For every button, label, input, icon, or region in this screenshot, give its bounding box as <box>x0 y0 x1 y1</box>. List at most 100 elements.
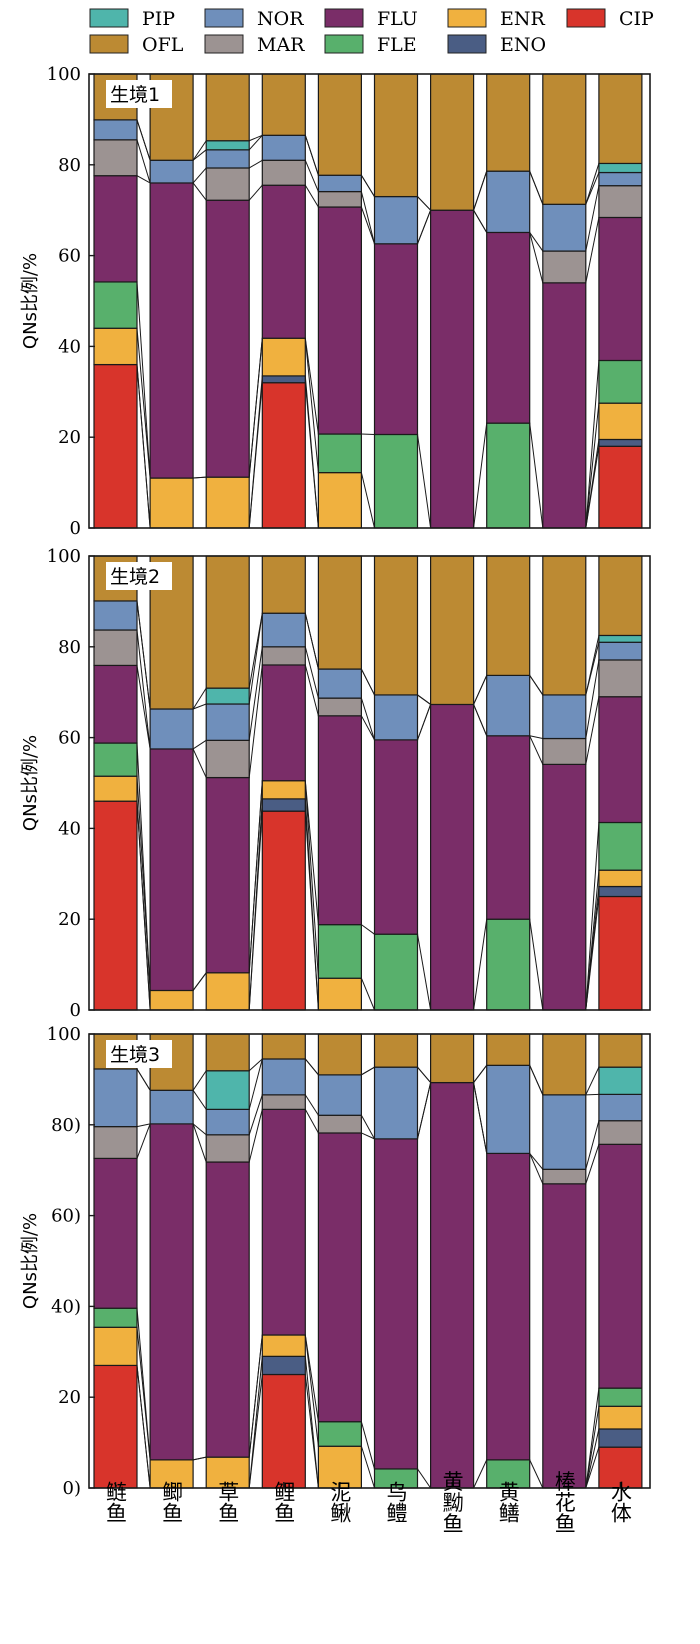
bar-segment-mar <box>93 1126 138 1159</box>
connector-line <box>193 476 207 479</box>
bar-segment-enr <box>149 989 194 1011</box>
bar-segment-flu <box>93 1157 138 1309</box>
connector-line <box>585 1388 600 1489</box>
connector-line <box>248 613 263 689</box>
bar-segment-enr <box>598 1405 643 1430</box>
bar-segment-nor <box>93 1068 138 1128</box>
connector-line <box>529 1153 544 1185</box>
connector-line <box>585 1446 600 1489</box>
connector-line <box>136 743 151 991</box>
connector-line <box>248 134 263 151</box>
bar-segment-mar <box>261 159 306 186</box>
bar-segment-nor <box>93 600 138 631</box>
x-category-label: 水体 <box>608 1481 632 1523</box>
connector-line <box>585 822 600 1011</box>
connector-line <box>304 1334 319 1447</box>
bar-segment-ofl <box>205 73 250 142</box>
connector-line <box>192 739 207 750</box>
bar-segment-enr <box>317 472 362 529</box>
connector-line <box>529 232 544 283</box>
bar-segment-enr <box>317 977 362 1011</box>
bar-segment-nor <box>317 1074 362 1116</box>
legend-label-enr: ENR <box>500 8 545 30</box>
bar-segment-nor <box>205 149 250 169</box>
bar-segment-nor <box>598 171 643 187</box>
bar-segment-enr <box>261 1334 306 1357</box>
bar-segment-mar <box>542 250 587 284</box>
bar-segment-fle <box>93 742 138 777</box>
x-category-label: 草鱼 <box>216 1481 240 1523</box>
y-tick-label: 40 <box>58 336 81 357</box>
bar-segment-ofl <box>430 555 475 706</box>
connector-line <box>304 135 319 176</box>
bar-segment-ofl <box>373 73 419 198</box>
bar-segment-nor <box>486 1064 531 1155</box>
connector-line <box>417 704 432 741</box>
bar-segment-flu <box>149 1123 194 1461</box>
legend-label-eno: ENO <box>500 34 546 56</box>
connector-line <box>192 972 207 991</box>
bar-segment-eno <box>261 375 306 384</box>
bar-segment-fle <box>317 1421 362 1447</box>
bar-segment-eno <box>598 438 643 447</box>
connector-line <box>304 1109 319 1134</box>
bar-segment-fle <box>598 1387 643 1407</box>
bar-segment-flu <box>317 715 362 926</box>
connector-line <box>304 338 319 473</box>
connector-line <box>473 1459 488 1489</box>
connector-line <box>417 210 432 244</box>
bar-segment-nor <box>317 668 362 699</box>
connector-line <box>248 1094 263 1135</box>
bar-segment-enr <box>93 775 138 802</box>
connector-line <box>304 780 319 925</box>
bar-segment-fle <box>486 918 531 1011</box>
bar-segment-cip <box>598 445 643 529</box>
bar-segment-cip <box>261 382 306 529</box>
connector-line <box>473 704 488 736</box>
connector-line <box>136 175 151 184</box>
connector-line <box>248 1356 263 1489</box>
bar-segment-fle <box>373 433 419 529</box>
bar-segment-pip <box>205 687 250 705</box>
connector-line <box>248 184 263 201</box>
connector-line <box>136 665 151 750</box>
panel-1: 0 20 40 60 80 100 QNs比例/% 生境1 <box>20 64 651 539</box>
connector-line <box>585 163 600 205</box>
bar-segment-flu <box>261 664 306 782</box>
bar-segment-flu <box>598 696 643 824</box>
legend-label-nor: NOR <box>257 8 304 30</box>
connector-line <box>248 1109 263 1163</box>
connector-line <box>360 206 375 244</box>
legend-label-ofl: OFL <box>142 34 184 56</box>
bar-segment-mar <box>261 1094 306 1110</box>
legend-swatch-flu <box>324 8 364 28</box>
bar-segment-flu <box>486 1152 531 1461</box>
connector-line <box>248 798 263 1011</box>
panel-label-bg <box>106 80 172 108</box>
bar-segment-nor <box>149 708 194 750</box>
connector-line <box>248 780 263 973</box>
connector-line <box>248 375 263 529</box>
bar-segment-ofl <box>430 73 475 211</box>
connector-line <box>136 364 151 529</box>
connector-line <box>361 924 375 935</box>
bar-segment-nor <box>261 1058 306 1096</box>
legend: PIP NOR FLU ENR CIP OFL MAR FLE ENO <box>89 8 654 56</box>
connector-line <box>417 934 432 1011</box>
bar-segment-ofl <box>317 73 362 176</box>
bar-segment-nor <box>486 674 531 737</box>
panel-frame <box>88 555 651 1011</box>
connector-line <box>304 338 319 435</box>
connector-line <box>304 1058 319 1076</box>
bar-segment-nor <box>598 1093 643 1122</box>
connector-line <box>304 613 319 670</box>
connector-line <box>361 1066 375 1076</box>
x-category-label: 鲢鱼 <box>104 1481 128 1523</box>
connector-line <box>585 1066 600 1096</box>
panel-3: 0) 20 40) 60) 80) 100 QNs比例/% 生境3 <box>20 1024 651 1499</box>
bar-segment-mar <box>93 139 138 177</box>
connector-line <box>529 675 544 696</box>
connector-line <box>192 1456 207 1461</box>
y-tick-label: 100 <box>47 64 81 85</box>
connector-line <box>248 1334 263 1458</box>
